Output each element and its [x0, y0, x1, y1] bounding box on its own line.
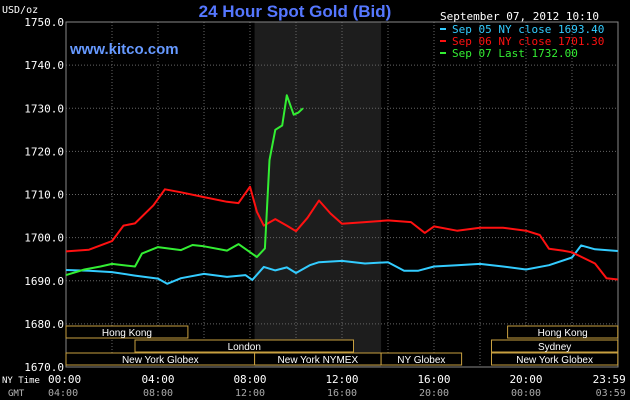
legend-entry-sep07: Sep 07 Last 1732.00 [452, 47, 578, 60]
series-line-2 [65, 94, 304, 277]
x-tick-label-gmt: 00:00 [511, 388, 541, 399]
x-tick-label-gmt: 08:00 [143, 388, 173, 399]
session-label-0: Hong Kong [102, 328, 152, 339]
y-tick-label: 1680.0 [24, 318, 64, 331]
session-label-5: New York NYMEX [278, 355, 359, 366]
y-axis-label: USD/oz [2, 5, 38, 16]
x-tick-label-ny: 16:00 [417, 373, 450, 386]
legend-marker-sep06 [440, 40, 446, 42]
x-tick-label-ny: 12:00 [325, 373, 358, 386]
legend-marker-sep05 [440, 28, 446, 30]
x-tick-label-ny: 08:00 [233, 373, 266, 386]
y-tick-label: 1690.0 [24, 275, 64, 288]
x-tick-label-ny: 04:00 [141, 373, 174, 386]
session-label-2: London [228, 342, 261, 353]
y-tick-label: 1670.0 [24, 361, 64, 374]
session-label-7: New York Globex [516, 355, 593, 366]
x-tick-label-ny: 23:59 [593, 373, 626, 386]
y-tick-label: 1750.0 [24, 16, 64, 29]
x-tick-label-gmt: 03:59 [596, 388, 626, 399]
session-bar-1 [507, 325, 619, 339]
legend-entry-sep05: Sep 05 NY close 1693.40 [452, 23, 604, 36]
x-tick-label-ny: 00:00 [48, 373, 81, 386]
series-line-1 [65, 185, 618, 281]
timestamp: September 07, 2012 10:10 [440, 10, 599, 23]
y-tick-label: 1730.0 [24, 102, 64, 115]
plot-border [65, 21, 619, 368]
x-tick-label-gmt: 04:00 [48, 388, 78, 399]
chart-title: 24 Hour Spot Gold (Bid) [199, 2, 392, 21]
gmt-label: GMT [8, 389, 25, 399]
session-bar-3 [491, 339, 619, 353]
x-tick-label-ny: 20:00 [509, 373, 542, 386]
x-tick-label-gmt: 20:00 [419, 388, 449, 399]
session-bar-6 [380, 352, 463, 366]
y-tick-label: 1720.0 [24, 145, 64, 158]
ny-time-label: NY Time [2, 376, 40, 386]
x-tick-label-gmt: 16:00 [327, 388, 357, 399]
session-bar-2 [134, 339, 354, 353]
y-tick-label: 1700.0 [24, 232, 64, 245]
x-tick-label-gmt: 12:00 [235, 388, 265, 399]
session-label-6: NY Globex [397, 355, 445, 366]
session-label-1: Hong Kong [538, 328, 588, 339]
session-bar-7 [491, 352, 619, 366]
session-bar-0 [65, 325, 189, 339]
legend: Sep 05 NY close 1693.40 Sep 06 NY close … [440, 23, 604, 60]
session-label-4: New York Globex [122, 355, 199, 366]
legend-entry-sep06: Sep 06 NY close 1701.30 [452, 35, 604, 48]
series-line-0 [65, 244, 618, 285]
y-tick-label: 1740.0 [24, 59, 64, 72]
session-label-3: Sydney [538, 342, 571, 353]
website-label: www.kitco.com [69, 41, 179, 58]
legend-marker-sep07 [440, 52, 446, 54]
y-tick-label: 1710.0 [24, 189, 64, 202]
